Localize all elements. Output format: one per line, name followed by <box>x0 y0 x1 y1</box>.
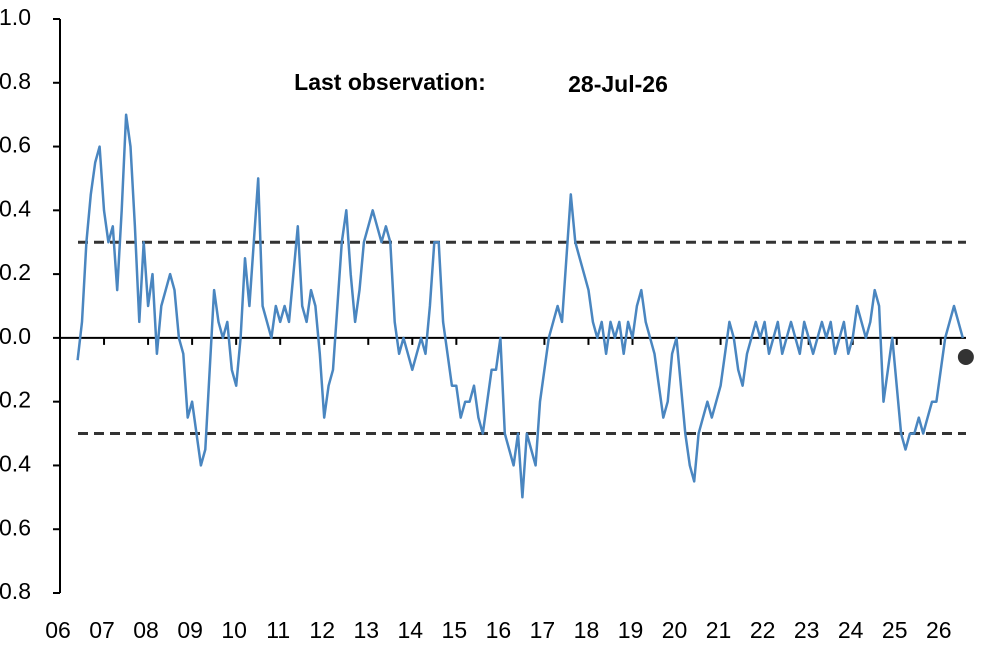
annotation-label: Last observation: <box>294 69 486 95</box>
x-tick-label: 26 <box>926 617 952 643</box>
last-point <box>957 349 974 366</box>
y-tick-label: 0.6 <box>0 132 31 158</box>
y-tick-label: 0.4 <box>0 195 31 221</box>
y-tick-label: -0.4 <box>0 451 31 477</box>
x-tick-label: 13 <box>353 617 379 643</box>
y-tick-label: 1.0 <box>0 4 31 30</box>
y-tick-label: -0.2 <box>0 387 31 413</box>
x-tick-label: 23 <box>794 617 820 643</box>
x-tick-label: 21 <box>706 617 732 643</box>
x-tick-label: 19 <box>618 617 644 643</box>
x-tick-label: 20 <box>662 617 688 643</box>
series-line <box>76 113 965 499</box>
x-tick-label: 18 <box>574 617 600 643</box>
x-tick-label: 10 <box>221 617 247 643</box>
x-tick-label: 09 <box>177 617 203 643</box>
x-tick-label: 15 <box>442 617 468 643</box>
y-tick-label: -0.6 <box>0 514 31 540</box>
x-tick-label: 14 <box>398 617 424 643</box>
y-tick-label: 0.8 <box>0 68 31 94</box>
x-tick-label: 17 <box>530 617 556 643</box>
x-tick-label: 25 <box>882 617 908 643</box>
y-tick-label: 0.0 <box>0 323 31 349</box>
y-tick-label: 0.2 <box>0 259 31 285</box>
x-tick-label: 22 <box>750 617 776 643</box>
x-tick-label: 11 <box>266 617 290 643</box>
x-tick-label: 07 <box>89 617 115 643</box>
x-tick-label: 24 <box>838 617 864 643</box>
x-tick-label: 12 <box>309 617 335 643</box>
y-tick-label: -0.8 <box>0 578 31 604</box>
annotation-date: 28-Jul-26 <box>568 71 668 97</box>
x-tick-label: 16 <box>486 617 512 643</box>
x-tick-label: 08 <box>133 617 159 643</box>
x-tick-label: 06 <box>45 617 71 643</box>
